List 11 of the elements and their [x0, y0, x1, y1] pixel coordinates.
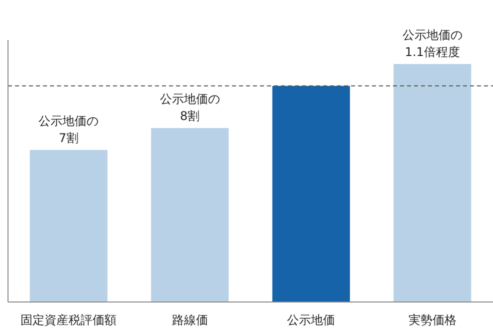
- bar: [151, 128, 229, 302]
- bar: [30, 150, 108, 302]
- annotation: 公示地価の 1.1倍程度: [402, 28, 462, 59]
- x-tick-label: 実勢価格: [408, 313, 456, 327]
- annotation: 公示地価の 7割: [38, 114, 99, 145]
- annotation: 公示地価の 8割: [160, 92, 220, 124]
- bar: [272, 86, 350, 302]
- x-tick-label: 路線価: [172, 313, 208, 327]
- bar: [394, 64, 472, 302]
- x-tick-label: 公示地価: [287, 313, 336, 327]
- x-tick-label: 固定資産税評価額: [20, 313, 117, 327]
